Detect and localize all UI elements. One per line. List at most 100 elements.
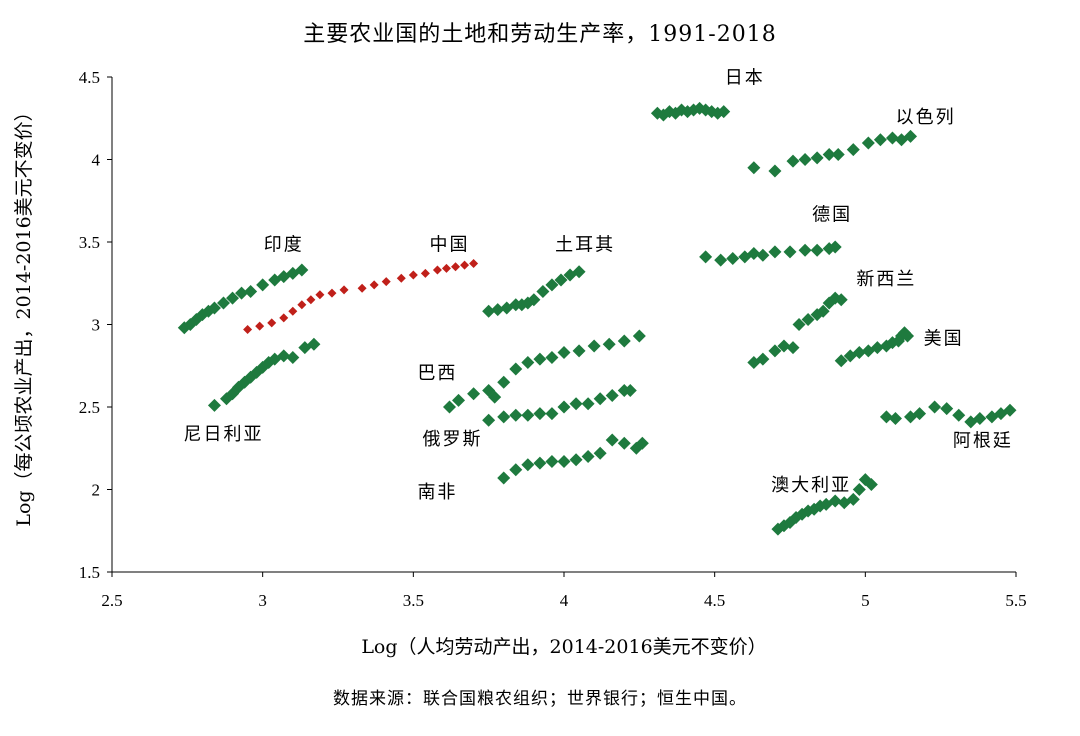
series-2 [243,258,479,334]
data-point [885,131,899,145]
data-point [327,288,337,298]
data-point [928,400,942,414]
data-point [834,354,848,368]
data-point [632,329,646,343]
y-tick-label: 4.5 [79,68,100,87]
data-point [852,346,866,360]
data-point [306,295,316,305]
country-label: 印度 [264,234,304,255]
data-point [545,407,559,421]
data-point [798,153,812,166]
data-point [557,454,571,468]
country-label: 阿根廷 [953,431,1013,452]
scatter-plot: 2.5 3 3.5 4 4.5 5 5.5 1.5 2 2.5 3 3.5 4 4.5 Log（人均劳动产出… [13,68,1027,658]
data-point [717,105,731,119]
data-point [536,285,550,298]
country-label: 新西兰 [856,269,916,290]
data-point [357,283,367,293]
data-point [861,136,875,150]
y-tick-label: 2 [92,481,101,500]
data-point [798,243,812,257]
x-tick-label: 4.5 [704,591,725,610]
data-point [554,273,568,287]
data-point [216,296,230,310]
data-point [816,304,830,318]
data-point [497,410,511,424]
data-point [521,408,535,422]
data-point [369,280,379,290]
data-point [451,262,461,272]
data-point [873,133,887,147]
data-point [267,318,277,328]
data-point [491,303,505,317]
data-point [277,349,291,363]
data-point [801,313,815,327]
data-point [557,346,571,360]
series-9 [747,129,918,178]
data-point [864,478,878,492]
y-axis-title: Log（每公顷农业产出，2014-2016美元不变价） [13,102,35,526]
data-point [235,286,249,300]
country-label: 尼日利亚 [183,424,263,445]
data-point [572,265,586,279]
data-point [792,318,806,331]
data-point [602,337,616,351]
data-point [973,412,987,426]
series-14 [771,473,878,536]
data-point [420,268,430,278]
data-point [768,344,782,358]
country-label: 以色列 [896,107,956,128]
data-point [488,390,502,404]
axes: 2.5 3 3.5 4 4.5 5 5.5 1.5 2 2.5 3 3.5 4 4.5 Log（人均劳动产出… [13,68,1027,658]
data-point [952,408,966,422]
series-5 [442,329,646,414]
data-point [1003,403,1017,417]
data-point [828,240,842,254]
data-point [509,463,523,477]
country-label: 中国 [429,234,469,255]
data-point [810,151,824,165]
data-point [593,392,607,406]
data-point [777,339,791,353]
data-point [286,351,300,364]
data-point [569,397,583,411]
data-point [623,384,637,397]
data-point [408,270,418,280]
y-tick-label: 3 [92,316,101,335]
data-point [581,397,595,411]
data-point [244,285,258,298]
data-point [396,273,406,283]
data-point [593,446,607,460]
data-point [699,250,713,264]
data-point [482,413,496,427]
data-point [635,436,649,450]
data-point [569,453,583,467]
data-point [460,260,470,270]
data-point [617,436,631,450]
y-tick-label: 3.5 [79,233,100,252]
data-point [509,362,523,376]
data-point [768,245,782,259]
data-point [822,148,836,162]
data-point [714,253,728,267]
data-point [846,492,860,506]
data-point [315,290,325,300]
data-point [828,494,842,508]
x-tick-label: 5 [861,591,870,610]
data-point [587,339,601,353]
data-point [297,300,307,310]
data-point [888,412,902,426]
data-point [940,402,954,416]
data-point [432,265,442,275]
data-point [557,400,571,414]
x-tick-label: 3 [258,591,267,610]
series-11 [747,291,848,369]
data-point [452,393,466,407]
series-12 [834,326,915,368]
data-point [497,471,511,485]
data-point [913,407,927,421]
data-point [295,263,309,277]
data-point [533,352,547,366]
data-point [605,433,619,447]
data-point [509,408,523,422]
